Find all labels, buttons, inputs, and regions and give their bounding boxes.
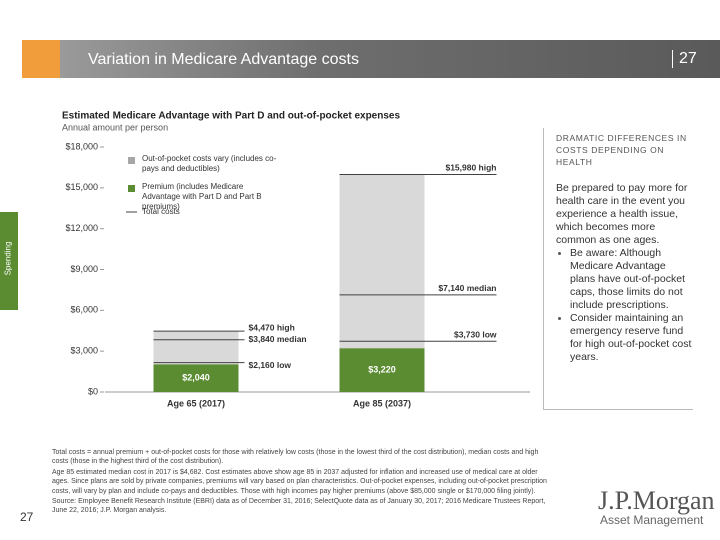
sidebar-paragraph: Be prepared to pay more for health care … [556,182,688,246]
bar-segment [339,174,425,349]
legend-label: Premium (includes Medicare Advantage wit… [142,182,262,211]
logo: J.P.Morgan [598,486,715,515]
y-tick-label: $18,000 [65,141,98,151]
legend-label: Total costs [142,207,180,216]
side-tab [0,212,18,310]
header-page-number: 27 [672,50,697,68]
total-cost-label: $2,160 low [249,360,292,370]
footnotes: Total costs = annual premium + out-of-po… [52,448,552,517]
y-tick-label: $0 [88,386,98,396]
sidebar: DRAMATIC DIFFERENCES IN COSTS DEPENDING … [543,128,693,410]
footnote: Age 85 estimated median cost in 2017 is … [52,468,547,495]
sidebar-bullet: Consider maintaining an emergency reserv… [558,312,693,364]
bar-segment [153,331,239,365]
header-accent [22,40,62,78]
page-number: 27 [20,510,34,524]
x-tick-label: Age 85 (2037) [353,398,411,408]
legend-swatch [128,185,135,192]
total-cost-label: $3,840 median [249,334,307,344]
legend-swatch [128,157,135,164]
data-label: $3,220 [368,364,396,374]
bar-segment [153,364,239,392]
chart-title: Estimated Medicare Advantage with Part D… [62,111,400,122]
total-cost-label: $4,470 high [249,322,295,332]
x-tick-label: Age 65 (2017) [167,398,225,408]
logo-subtitle: Asset Management [600,513,704,527]
sidebar-heading: DRAMATIC DIFFERENCES IN COSTS DEPENDING … [556,133,687,167]
header-bar [60,40,720,78]
y-tick-label: $15,000 [65,182,98,192]
y-tick-label: $6,000 [70,305,98,315]
y-tick-label: $12,000 [65,223,98,233]
sidebar-text: Be prepared to pay more for health care … [556,182,693,364]
total-cost-label: $3,730 low [454,329,497,339]
bar-segment [339,348,425,392]
total-cost-label: $7,140 median [438,283,496,293]
slide-title: Variation in Medicare Advantage costs [88,51,359,68]
chart-subtitle: Annual amount per person [62,122,168,132]
total-cost-label: $15,980 high [445,163,496,173]
y-tick-label: $3,000 [70,346,98,356]
footnote: Total costs = annual premium + out-of-po… [52,449,539,466]
legend-label: Out-of-pocket costs vary (includes co-pa… [142,154,277,173]
footnote: Source: Employee Benefit Research Instit… [52,498,546,515]
sidebar-bullet: Be aware: Although Medicare Advantage pl… [558,247,693,312]
data-label: $2,040 [182,372,210,382]
y-tick-label: $9,000 [70,264,98,274]
